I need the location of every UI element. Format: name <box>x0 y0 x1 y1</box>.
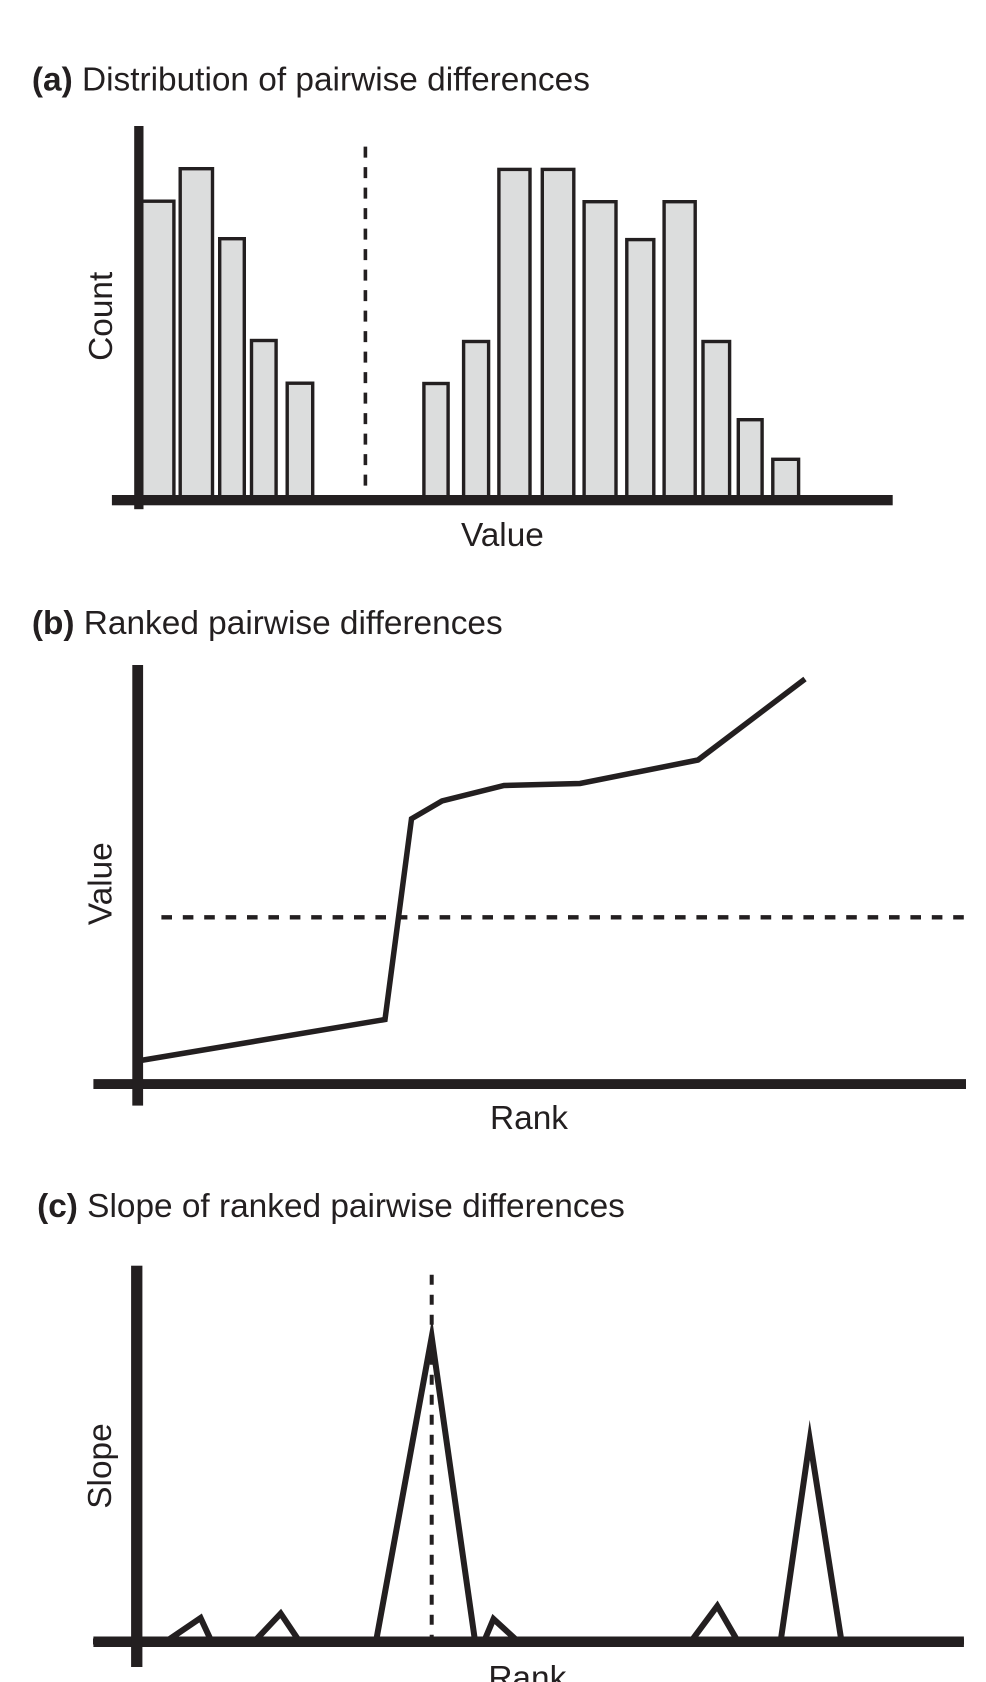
svg-text:Slope: Slope <box>82 1423 119 1508</box>
svg-text:(b) Ranked pairwise difference: (b) Ranked pairwise differences <box>32 605 503 642</box>
svg-text:Count: Count <box>83 271 120 361</box>
svg-text:Value: Value <box>83 842 120 925</box>
svg-text:Rank: Rank <box>490 1100 568 1137</box>
svg-text:Rank: Rank <box>488 1660 566 1682</box>
svg-text:(a) Distribution of pairwise d: (a) Distribution of pairwise differences <box>32 62 590 99</box>
svg-text:Value: Value <box>461 517 544 554</box>
svg-text:(c) Slope of ranked pairwise d: (c) Slope of ranked pairwise differences <box>37 1188 625 1225</box>
